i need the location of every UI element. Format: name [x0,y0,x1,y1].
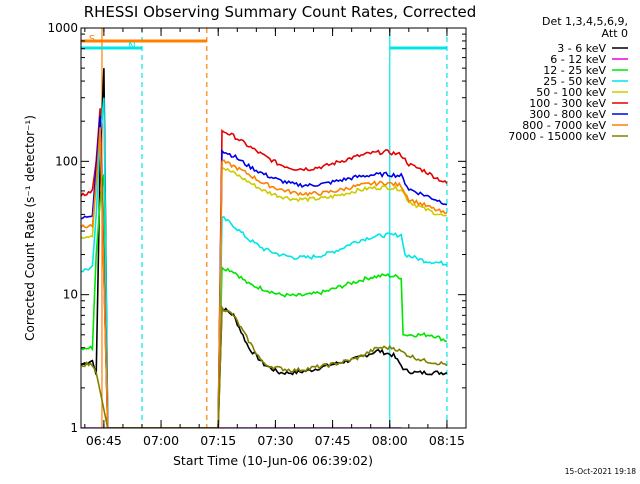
series-line-0 [81,68,448,428]
plot-frame [80,27,467,429]
y-axis: 1 10 100 1000 [47,21,466,435]
generation-date: 15-Oct-2021 19:18 [565,467,636,476]
legend-label-8: 7000 - 15000 keV [508,130,606,143]
flag-label-n: N [128,41,135,52]
legend-header-detectors: Det 1,3,4,5,6,9, [542,15,628,28]
x-tick-label: 07:45 [315,433,351,448]
legend-label-6: 300 - 800 keV [529,108,606,121]
legend-label-0: 3 - 6 keV [557,42,606,55]
legend-label-7: 800 - 7000 keV [522,119,606,132]
x-tick-label: 07:15 [200,433,236,448]
series-line-3 [81,97,448,428]
chart-title: RHESSI Observing Summary Count Rates, Co… [84,3,477,21]
y-tick-label: 1000 [47,21,78,35]
x-tick-label: 07:30 [257,433,293,448]
x-axis: 06:45 07:00 07:15 07:30 07:45 08:00 08:15 [84,28,467,448]
y-axis-label: Corrected Count Rate (s⁻¹ detector⁻¹) [23,115,37,341]
legend-header-attenuator: Att 0 [602,27,628,40]
legend-label-3: 25 - 50 keV [543,75,606,88]
x-tick-label: 06:45 [86,433,122,448]
series-line-8 [81,304,448,428]
plot-area [81,28,448,428]
series-line-2 [81,174,448,428]
series-line-7 [81,127,448,428]
flag-label-s: S [89,34,95,45]
x-tick-label: 08:00 [372,433,408,448]
series-line-6 [81,115,448,428]
legend-label-5: 100 - 300 keV [529,97,606,110]
series-line-5 [81,108,448,428]
series-line-4 [81,121,447,428]
x-axis-label: Start Time (10-Jun-06 06:39:02) [173,453,373,468]
y-tick-label: 1 [70,421,78,435]
legend-label-1: 6 - 12 keV [550,53,606,66]
legend-label-2: 12 - 25 keV [543,64,606,77]
y-tick-label: 10 [63,288,78,302]
y-tick-label: 100 [55,154,78,168]
legend-label-4: 50 - 100 keV [536,86,606,99]
x-tick-label: 08:15 [429,433,465,448]
x-tick-label: 07:00 [143,433,179,448]
